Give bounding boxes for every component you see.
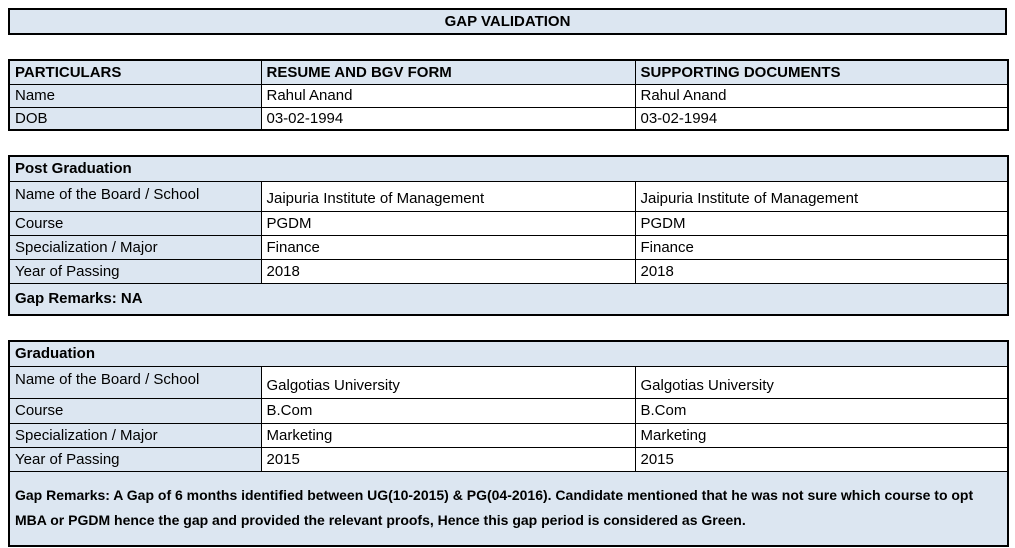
resume-value: PGDM: [260, 210, 636, 236]
page-title: GAP VALIDATION: [444, 13, 571, 30]
row-label: DOB: [8, 106, 262, 131]
gap-remarks: Gap Remarks: A Gap of 6 months identifie…: [8, 470, 1009, 547]
supporting-value: Finance: [634, 234, 1009, 260]
supporting-value: Rahul Anand: [634, 83, 1009, 108]
supporting-value: 03-02-1994: [634, 106, 1009, 131]
supporting-value: 2018: [634, 258, 1009, 284]
row-label: Name of the Board / School: [8, 365, 262, 399]
row-label: Specialization / Major: [8, 422, 262, 448]
resume-value: Marketing: [260, 422, 636, 448]
table-row-name: Name Rahul Anand Rahul Anand: [8, 83, 1009, 108]
supporting-value: Galgotias University: [634, 365, 1009, 399]
resume-value: Finance: [260, 234, 636, 260]
table-row-specialization: Specialization / Major Marketing Marketi…: [8, 422, 1009, 448]
row-label: Specialization / Major: [8, 234, 262, 260]
supporting-value: B.Com: [634, 397, 1009, 424]
row-label: Name of the Board / School: [8, 180, 262, 212]
row-label: Name: [8, 83, 262, 108]
supporting-value: Marketing: [634, 422, 1009, 448]
gap-remarks: Gap Remarks: NA: [8, 282, 1009, 316]
row-label: Year of Passing: [8, 258, 262, 284]
header-cell-particulars: PARTICULARS: [8, 59, 262, 85]
table-row-course: Course PGDM PGDM: [8, 210, 1009, 236]
particulars-table: PARTICULARS RESUME AND BGV FORM SUPPORTI…: [8, 59, 1009, 131]
table-row-year-of-passing: Year of Passing 2018 2018: [8, 258, 1009, 284]
post-graduation-table: Post Graduation Name of the Board / Scho…: [8, 155, 1010, 316]
resume-value: 03-02-1994: [260, 106, 636, 131]
row-label: Course: [8, 397, 262, 424]
supporting-value: Jaipuria Institute of Management: [634, 180, 1009, 212]
section-heading: Graduation: [8, 340, 1009, 367]
row-label: Year of Passing: [8, 446, 262, 472]
resume-value: 2015: [260, 446, 636, 472]
table-row-year-of-passing: Year of Passing 2015 2015: [8, 446, 1009, 472]
header-cell-supporting-docs: SUPPORTING DOCUMENTS: [634, 59, 1009, 85]
particulars-header-row: PARTICULARS RESUME AND BGV FORM SUPPORTI…: [8, 59, 1009, 85]
header-cell-resume-bgv: RESUME AND BGV FORM: [260, 59, 636, 85]
resume-value: B.Com: [260, 397, 636, 424]
row-label: Course: [8, 210, 262, 236]
resume-value: Jaipuria Institute of Management: [260, 180, 636, 212]
resume-value: Galgotias University: [260, 365, 636, 399]
resume-value: 2018: [260, 258, 636, 284]
supporting-value: 2015: [634, 446, 1009, 472]
supporting-value: PGDM: [634, 210, 1009, 236]
title-bar: GAP VALIDATION: [8, 8, 1007, 35]
table-row-course: Course B.Com B.Com: [8, 397, 1009, 424]
graduation-table: Graduation Name of the Board / School Ga…: [8, 340, 1009, 547]
section-heading-row: Graduation: [8, 340, 1009, 367]
section-heading: Post Graduation: [8, 155, 1009, 182]
section-heading-row: Post Graduation: [8, 155, 1009, 182]
resume-value: Rahul Anand: [260, 83, 636, 108]
table-row-board-school: Name of the Board / School Jaipuria Inst…: [8, 180, 1009, 212]
gap-remarks-row: Gap Remarks: A Gap of 6 months identifie…: [8, 470, 1009, 547]
table-row-specialization: Specialization / Major Finance Finance: [8, 234, 1009, 260]
table-row-board-school: Name of the Board / School Galgotias Uni…: [8, 365, 1009, 399]
gap-remarks-row: Gap Remarks: NA: [8, 282, 1009, 316]
table-row-dob: DOB 03-02-1994 03-02-1994: [8, 106, 1009, 131]
